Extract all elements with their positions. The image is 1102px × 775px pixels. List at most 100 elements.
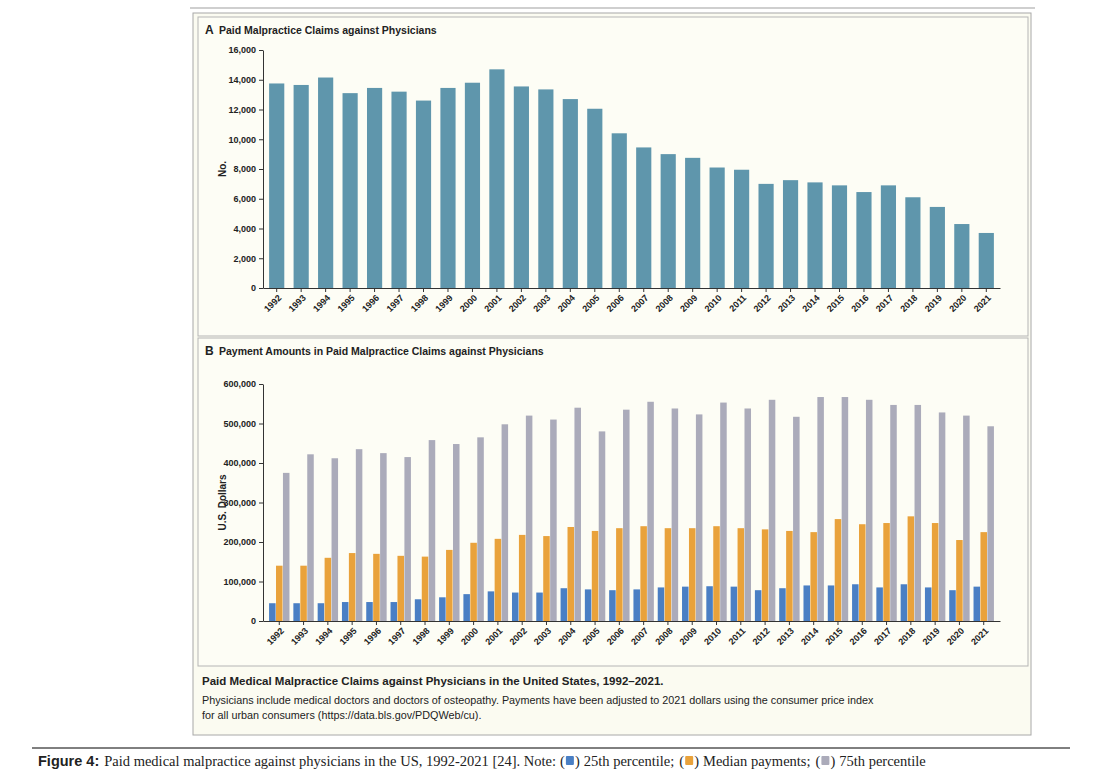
bar <box>623 410 630 621</box>
tick-mark <box>837 621 838 625</box>
x-tick: 2004 <box>556 288 577 314</box>
tick-mark <box>667 621 668 625</box>
tick-label: 0 <box>251 616 256 626</box>
tick-mark <box>447 288 448 292</box>
tick-mark <box>259 139 263 140</box>
tick-label: 1994 <box>311 293 332 314</box>
bar <box>489 69 504 288</box>
legend-entry: 75th percentile <box>839 753 926 769</box>
bar <box>640 526 647 621</box>
tick-mark <box>983 621 984 625</box>
tick-mark <box>259 199 263 200</box>
x-tick: 2005 <box>580 288 601 314</box>
tick-label: 10,000 <box>228 135 256 145</box>
x-tick: 2009 <box>678 621 699 647</box>
y-tick: 4,000 <box>233 224 263 234</box>
tick-mark <box>497 621 498 625</box>
x-tick: 2006 <box>605 621 626 647</box>
panel-frame <box>198 17 1028 336</box>
bar <box>685 158 700 288</box>
tick-mark <box>399 288 400 292</box>
tick-mark <box>862 621 863 625</box>
tick-label: 2013 <box>775 626 796 647</box>
x-tick: 2014 <box>800 288 821 314</box>
bar <box>905 197 920 288</box>
figure-note: for all urban consumers (https://data.bl… <box>202 709 481 721</box>
bar <box>835 519 842 621</box>
tick-label: 1998 <box>410 626 431 647</box>
tick-mark <box>472 288 473 292</box>
tick-mark <box>423 288 424 292</box>
bar <box>512 593 519 621</box>
bar <box>587 109 602 288</box>
tick-label: 2010 <box>703 293 724 314</box>
bar-series <box>283 397 994 621</box>
x-tick: 1992 <box>265 621 286 647</box>
tick-label: 2,000 <box>233 254 256 264</box>
y-tick: 600,000 <box>223 379 263 389</box>
legend-bracket: ( <box>560 753 565 770</box>
chart-panel: BPayment Amounts in Paid Malpractice Cla… <box>198 338 1028 666</box>
bar <box>696 414 703 621</box>
tick-mark <box>259 288 263 289</box>
x-tick: 2017 <box>874 288 895 314</box>
bar <box>269 603 276 621</box>
bar <box>440 88 455 288</box>
x-tick: 2013 <box>775 621 796 647</box>
bar <box>762 529 769 621</box>
tick-mark <box>259 229 263 230</box>
bar <box>416 101 431 288</box>
axis-line <box>263 51 264 289</box>
tick-mark <box>668 288 669 292</box>
tick-label: 2021 <box>972 293 993 314</box>
tick-label: 2019 <box>921 626 942 647</box>
tick-label: 1997 <box>384 293 405 314</box>
tick-label: 4,000 <box>233 224 256 234</box>
tick-label: 2021 <box>969 626 990 647</box>
bar <box>786 531 793 621</box>
x-tick: 1996 <box>360 288 381 314</box>
tick-mark <box>570 621 571 625</box>
tick-label: 100,000 <box>223 577 256 587</box>
y-tick: 200,000 <box>223 537 263 547</box>
bar <box>380 453 387 621</box>
tick-label: 2005 <box>581 626 602 647</box>
y-tick: 2,000 <box>233 254 263 264</box>
tick-label: 1996 <box>362 626 383 647</box>
x-tick: 2003 <box>531 288 552 314</box>
bar <box>832 185 847 288</box>
y-tick: 500,000 <box>223 419 263 429</box>
x-tick: 2010 <box>703 288 724 314</box>
tick-mark <box>425 621 426 625</box>
legend-entry: 25th percentile <box>584 753 671 769</box>
tick-label: 2020 <box>947 293 968 314</box>
tick-label: 2006 <box>605 626 626 647</box>
x-tick: 2020 <box>947 288 968 314</box>
bar <box>720 403 727 621</box>
tick-label: 2002 <box>508 626 529 647</box>
bar <box>318 603 325 621</box>
tick-mark <box>546 621 547 625</box>
y-axis: 0100,000200,000300,000400,000500,000600,… <box>223 379 263 626</box>
bar <box>658 587 665 621</box>
bar <box>682 587 689 621</box>
tick-mark <box>935 621 936 625</box>
tick-mark <box>766 288 767 292</box>
tick-label: 2000 <box>458 293 479 314</box>
figure-note: Physicians include medical doctors and d… <box>202 694 874 706</box>
tick-label: 2015 <box>823 626 844 647</box>
tick-label: 2018 <box>896 626 917 647</box>
tick-label: 0 <box>251 283 256 293</box>
tick-mark <box>619 288 620 292</box>
x-tick: 1995 <box>338 621 359 647</box>
tick-label: 500,000 <box>223 419 256 429</box>
bar <box>526 416 533 621</box>
x-tick: 2008 <box>653 621 674 647</box>
bar <box>592 531 599 621</box>
tick-label: 2012 <box>752 293 773 314</box>
x-tick: 2004 <box>556 621 577 647</box>
bar <box>574 408 581 621</box>
tick-label: 600,000 <box>223 379 256 389</box>
tick-mark <box>789 621 790 625</box>
y-tick: 8,000 <box>233 164 263 174</box>
